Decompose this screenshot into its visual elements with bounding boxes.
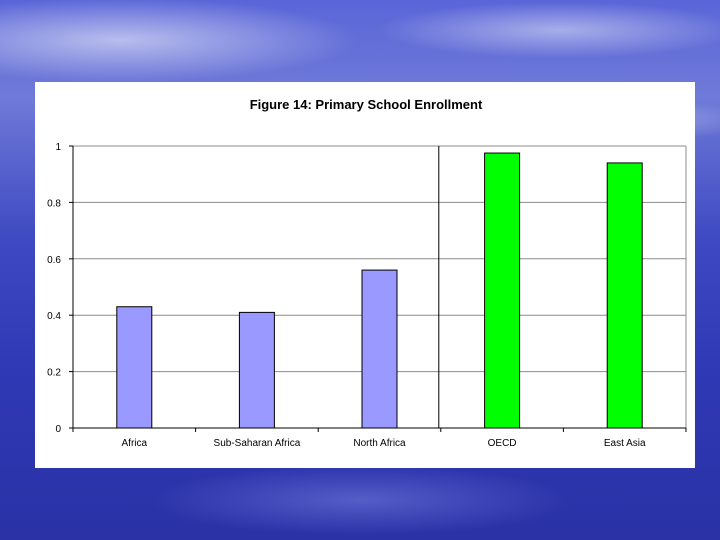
bar-sub-saharan-africa xyxy=(238,311,275,429)
x-category-label: Sub-Saharan Africa xyxy=(214,438,301,449)
x-category-label: Africa xyxy=(122,438,148,449)
y-tick-label: 1 xyxy=(55,142,61,153)
gridlines xyxy=(73,145,686,373)
bar-africa xyxy=(116,306,153,429)
chart-panel: Figure 14: Primary School Enrollment 0 0.… xyxy=(35,82,695,468)
tick-labels: 0 0.2 0.4 0.6 0.8 1 Africa Sub-Saharan Africa No… xyxy=(47,142,646,449)
x-category-label: East Asia xyxy=(604,438,646,449)
axes xyxy=(69,145,687,432)
bar-east-asia xyxy=(606,162,643,429)
y-tick-label: 0.4 xyxy=(47,311,61,322)
x-category-label: OECD xyxy=(488,438,517,449)
y-tick-label: 0.2 xyxy=(47,368,61,379)
bar-oecd xyxy=(484,152,521,429)
x-category-label: North Africa xyxy=(353,438,406,449)
bar-north-africa xyxy=(361,269,398,429)
bar-chart: Figure 14: Primary School Enrollment 0 0.… xyxy=(47,97,687,449)
chart-title: Figure 14: Primary School Enrollment xyxy=(250,97,483,112)
bars xyxy=(116,152,643,429)
y-tick-label: 0.6 xyxy=(47,255,61,266)
y-tick-label: 0 xyxy=(55,424,61,435)
y-tick-label: 0.8 xyxy=(47,198,61,209)
